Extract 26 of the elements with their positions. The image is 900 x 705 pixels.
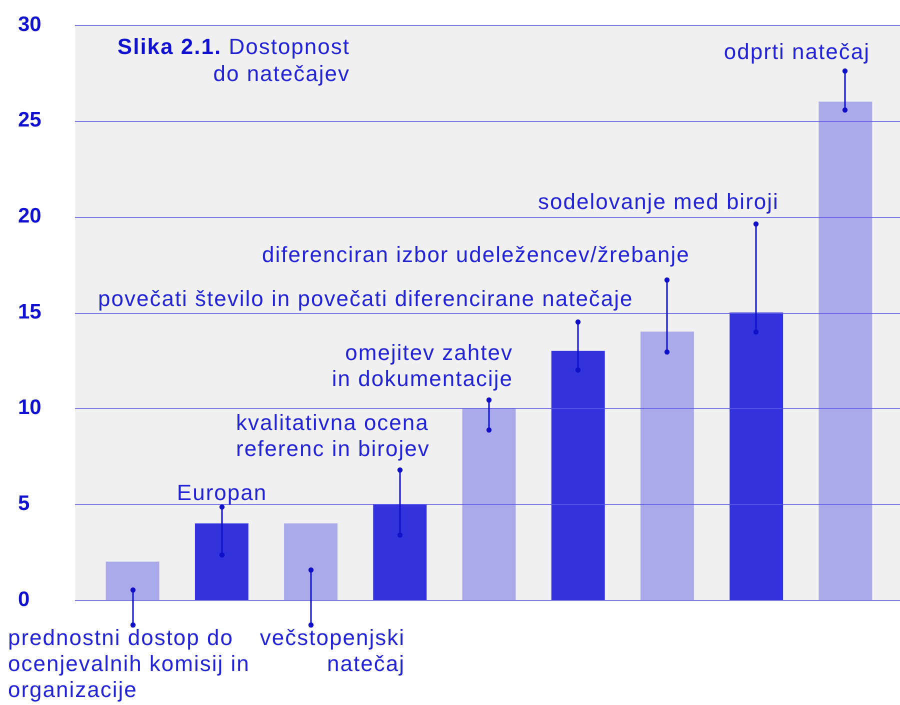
bar [551, 350, 605, 600]
bar [373, 504, 427, 600]
annotation: odprti natečaj [724, 39, 870, 64]
annotation: sodelovanje med biroji [538, 189, 779, 214]
y-tick-label: 20 [18, 204, 42, 228]
annotation: omejitev zahtev in dokumentacije [332, 340, 513, 391]
y-tick-label: 15 [18, 300, 42, 324]
chart-title: Slika 2.1. [117, 34, 222, 59]
y-tick-label: 25 [18, 108, 42, 132]
text: večstopenjski natečaj [260, 625, 405, 676]
bar [106, 562, 160, 600]
bar [730, 312, 784, 600]
y-tick-label: 10 [18, 396, 42, 420]
y-tick-label: 30 [18, 12, 42, 36]
bar [818, 102, 872, 600]
bar [640, 332, 694, 600]
bar [462, 408, 516, 600]
text: prednostni dostop do ocenjevalnih komisij in organizacije [8, 625, 250, 702]
y-tick-label: 0 [18, 588, 30, 611]
annotation: kvalitativna ocena referenc in birojev [236, 410, 430, 461]
bar [284, 523, 338, 600]
annotation: povečati število in povečati diferencirane natečaje [98, 286, 634, 311]
y-tick-label: 5 [18, 492, 30, 515]
bar [194, 523, 248, 600]
annotation: diferenciran izbor udeležencev/žrebanje [262, 242, 690, 267]
annotation: Europan [176, 480, 268, 505]
